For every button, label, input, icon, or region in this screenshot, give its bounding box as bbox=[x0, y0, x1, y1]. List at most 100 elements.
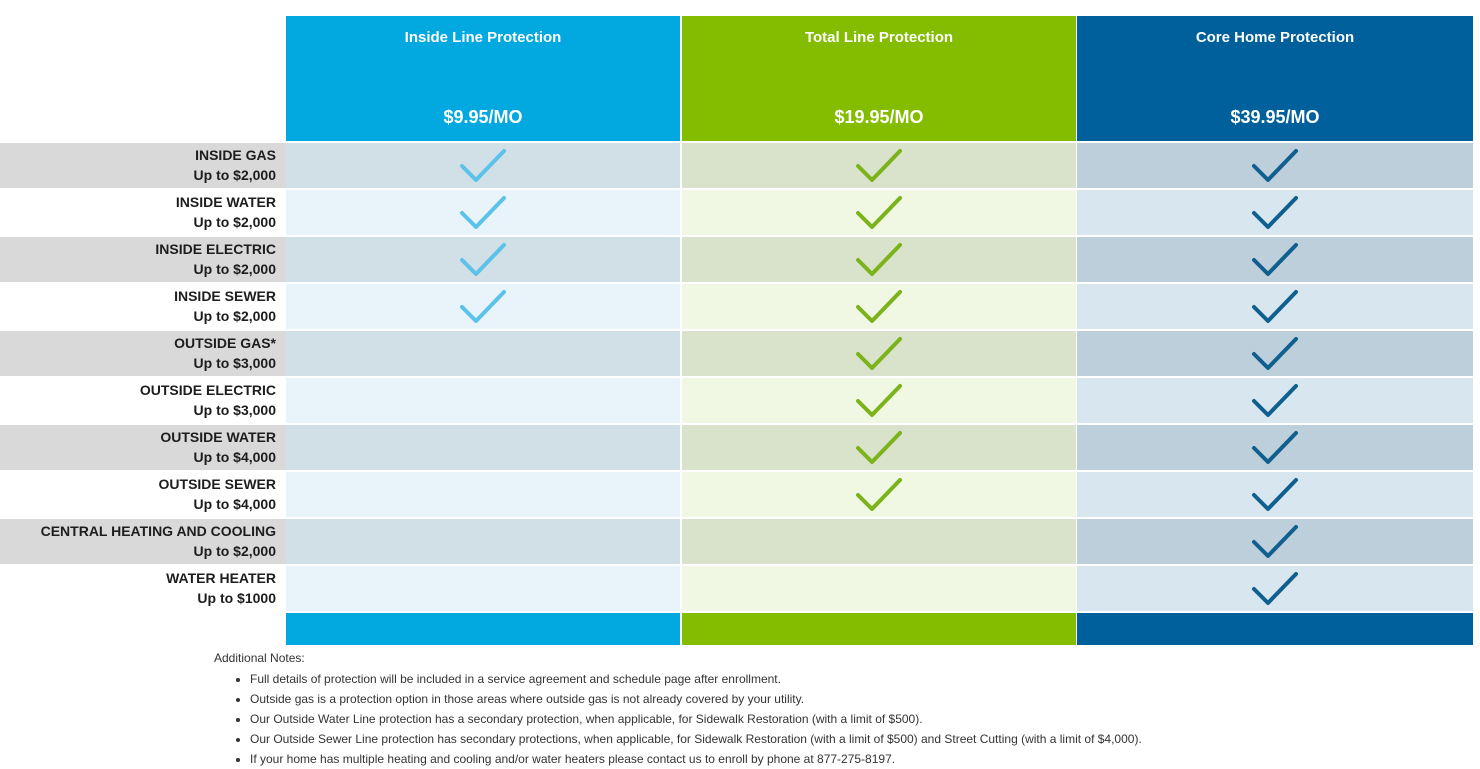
note-item: Outside gas is a protection option in th… bbox=[250, 689, 1142, 709]
plan-header-row: Inside Line Protection $9.95/MO Total Li… bbox=[286, 16, 1473, 141]
plan-price: $19.95/MO bbox=[834, 107, 924, 127]
coverage-label: INSIDE ELECTRIC Up to $2,000 bbox=[0, 237, 286, 282]
checkmark-icon bbox=[856, 430, 902, 464]
cell-total-line bbox=[682, 566, 1076, 611]
coverage-label: CENTRAL HEATING AND COOLING Up to $2,000 bbox=[0, 519, 286, 564]
coverage-name: WATER HEATER bbox=[166, 570, 276, 586]
checkmark-icon bbox=[1252, 242, 1298, 276]
coverage-label: WATER HEATER Up to $1000 bbox=[0, 566, 286, 611]
coverage-limit: Up to $4,000 bbox=[193, 496, 276, 512]
cell-core-home bbox=[1077, 331, 1473, 376]
plan-price: $39.95/MO bbox=[1230, 107, 1320, 127]
coverage-label: OUTSIDE WATER Up to $4,000 bbox=[0, 425, 286, 470]
coverage-limit: Up to $4,000 bbox=[193, 449, 276, 465]
coverage-limit: Up to $2,000 bbox=[193, 214, 276, 230]
coverage-name: INSIDE GAS bbox=[195, 147, 276, 163]
checkmark-icon bbox=[1252, 289, 1298, 323]
checkmark-icon bbox=[1252, 383, 1298, 417]
checkmark-icon bbox=[1252, 524, 1298, 558]
cell-inside-line bbox=[286, 566, 680, 611]
coverage-row: INSIDE ELECTRIC Up to $2,000 bbox=[0, 237, 1473, 282]
cell-core-home bbox=[1077, 566, 1473, 611]
cell-inside-line bbox=[286, 284, 680, 329]
cell-total-line bbox=[682, 237, 1076, 282]
cell-inside-line bbox=[286, 472, 680, 517]
plan-footer-bar bbox=[286, 613, 1473, 645]
cell-inside-line bbox=[286, 425, 680, 470]
footer-bar-inside-line bbox=[286, 613, 680, 645]
checkmark-icon bbox=[856, 148, 902, 182]
coverage-limit: Up to $2,000 bbox=[193, 167, 276, 183]
cell-total-line bbox=[682, 519, 1076, 564]
coverage-name: INSIDE SEWER bbox=[174, 288, 276, 304]
checkmark-icon bbox=[1252, 477, 1298, 511]
checkmark-icon bbox=[856, 195, 902, 229]
coverage-label: INSIDE SEWER Up to $2,000 bbox=[0, 284, 286, 329]
coverage-row: OUTSIDE GAS* Up to $3,000 bbox=[0, 331, 1473, 376]
coverage-name: OUTSIDE WATER bbox=[160, 429, 276, 445]
coverage-label: INSIDE GAS Up to $2,000 bbox=[0, 143, 286, 188]
coverage-row: OUTSIDE WATER Up to $4,000 bbox=[0, 425, 1473, 470]
cell-total-line bbox=[682, 472, 1076, 517]
cell-core-home bbox=[1077, 284, 1473, 329]
coverage-name: OUTSIDE GAS* bbox=[174, 335, 276, 351]
notes-list: Full details of protection will be inclu… bbox=[214, 669, 1142, 769]
cell-total-line bbox=[682, 378, 1076, 423]
plan-name: Inside Line Protection bbox=[404, 29, 562, 46]
plan-price: $9.95/MO bbox=[443, 107, 523, 127]
checkmark-icon bbox=[856, 242, 902, 276]
coverage-row: OUTSIDE SEWER Up to $4,000 bbox=[0, 472, 1473, 517]
cell-total-line bbox=[682, 143, 1076, 188]
coverage-row: INSIDE GAS Up to $2,000 bbox=[0, 143, 1473, 188]
cell-inside-line bbox=[286, 143, 680, 188]
cell-core-home bbox=[1077, 378, 1473, 423]
coverage-row: INSIDE WATER Up to $2,000 bbox=[0, 190, 1473, 235]
checkmark-icon bbox=[1252, 195, 1298, 229]
additional-notes: Additional Notes: Full details of protec… bbox=[214, 649, 1142, 769]
coverage-name: INSIDE WATER bbox=[175, 194, 276, 210]
note-item: Our Outside Water Line protection has a … bbox=[250, 709, 1142, 729]
cell-core-home bbox=[1077, 425, 1473, 470]
coverage-name: OUTSIDE SEWER bbox=[158, 476, 276, 492]
coverage-limit: Up to $2,000 bbox=[193, 308, 276, 324]
checkmark-icon bbox=[460, 148, 506, 182]
coverage-row: OUTSIDE ELECTRIC Up to $3,000 bbox=[0, 378, 1473, 423]
coverage-label: OUTSIDE GAS* Up to $3,000 bbox=[0, 331, 286, 376]
coverage-row: INSIDE SEWER Up to $2,000 bbox=[0, 284, 1473, 329]
footer-bar-total-line bbox=[682, 613, 1076, 645]
plan-header-inside-line: Inside Line Protection $9.95/MO bbox=[286, 16, 680, 141]
checkmark-icon bbox=[1252, 430, 1298, 464]
cell-total-line bbox=[682, 284, 1076, 329]
coverage-row: WATER HEATER Up to $1000 bbox=[0, 566, 1473, 611]
cell-total-line bbox=[682, 190, 1076, 235]
cell-inside-line bbox=[286, 237, 680, 282]
coverage-limit: Up to $3,000 bbox=[193, 402, 276, 418]
cell-core-home bbox=[1077, 519, 1473, 564]
checkmark-icon bbox=[856, 336, 902, 370]
checkmark-icon bbox=[1252, 336, 1298, 370]
checkmark-icon bbox=[460, 289, 506, 323]
cell-inside-line bbox=[286, 378, 680, 423]
cell-inside-line bbox=[286, 331, 680, 376]
checkmark-icon bbox=[856, 383, 902, 417]
coverage-limit: Up to $3,000 bbox=[193, 355, 276, 371]
coverage-limit: Up to $2,000 bbox=[193, 261, 276, 277]
checkmark-icon bbox=[460, 242, 506, 276]
plan-name: Core Home Protection bbox=[1195, 29, 1355, 46]
checkmark-icon bbox=[460, 195, 506, 229]
checkmark-icon bbox=[1252, 148, 1298, 182]
cell-total-line bbox=[682, 331, 1076, 376]
cell-total-line bbox=[682, 425, 1076, 470]
coverage-name: OUTSIDE ELECTRIC bbox=[139, 382, 276, 398]
comparison-table: INSIDE GAS Up to $2,000 INSIDE WATER Up to … bbox=[0, 143, 1473, 613]
coverage-limit: Up to $1000 bbox=[197, 590, 276, 606]
plan-header-total-line: Total Line Protection $19.95/MO bbox=[682, 16, 1076, 141]
coverage-limit: Up to $2,000 bbox=[193, 543, 276, 559]
coverage-row: CENTRAL HEATING AND COOLING Up to $2,000 bbox=[0, 519, 1473, 564]
cell-core-home bbox=[1077, 237, 1473, 282]
coverage-label: OUTSIDE SEWER Up to $4,000 bbox=[0, 472, 286, 517]
note-item: Our Outside Sewer Line protection has se… bbox=[250, 729, 1142, 749]
cell-core-home bbox=[1077, 143, 1473, 188]
cell-core-home bbox=[1077, 190, 1473, 235]
coverage-name: CENTRAL HEATING AND COOLING bbox=[40, 523, 276, 539]
